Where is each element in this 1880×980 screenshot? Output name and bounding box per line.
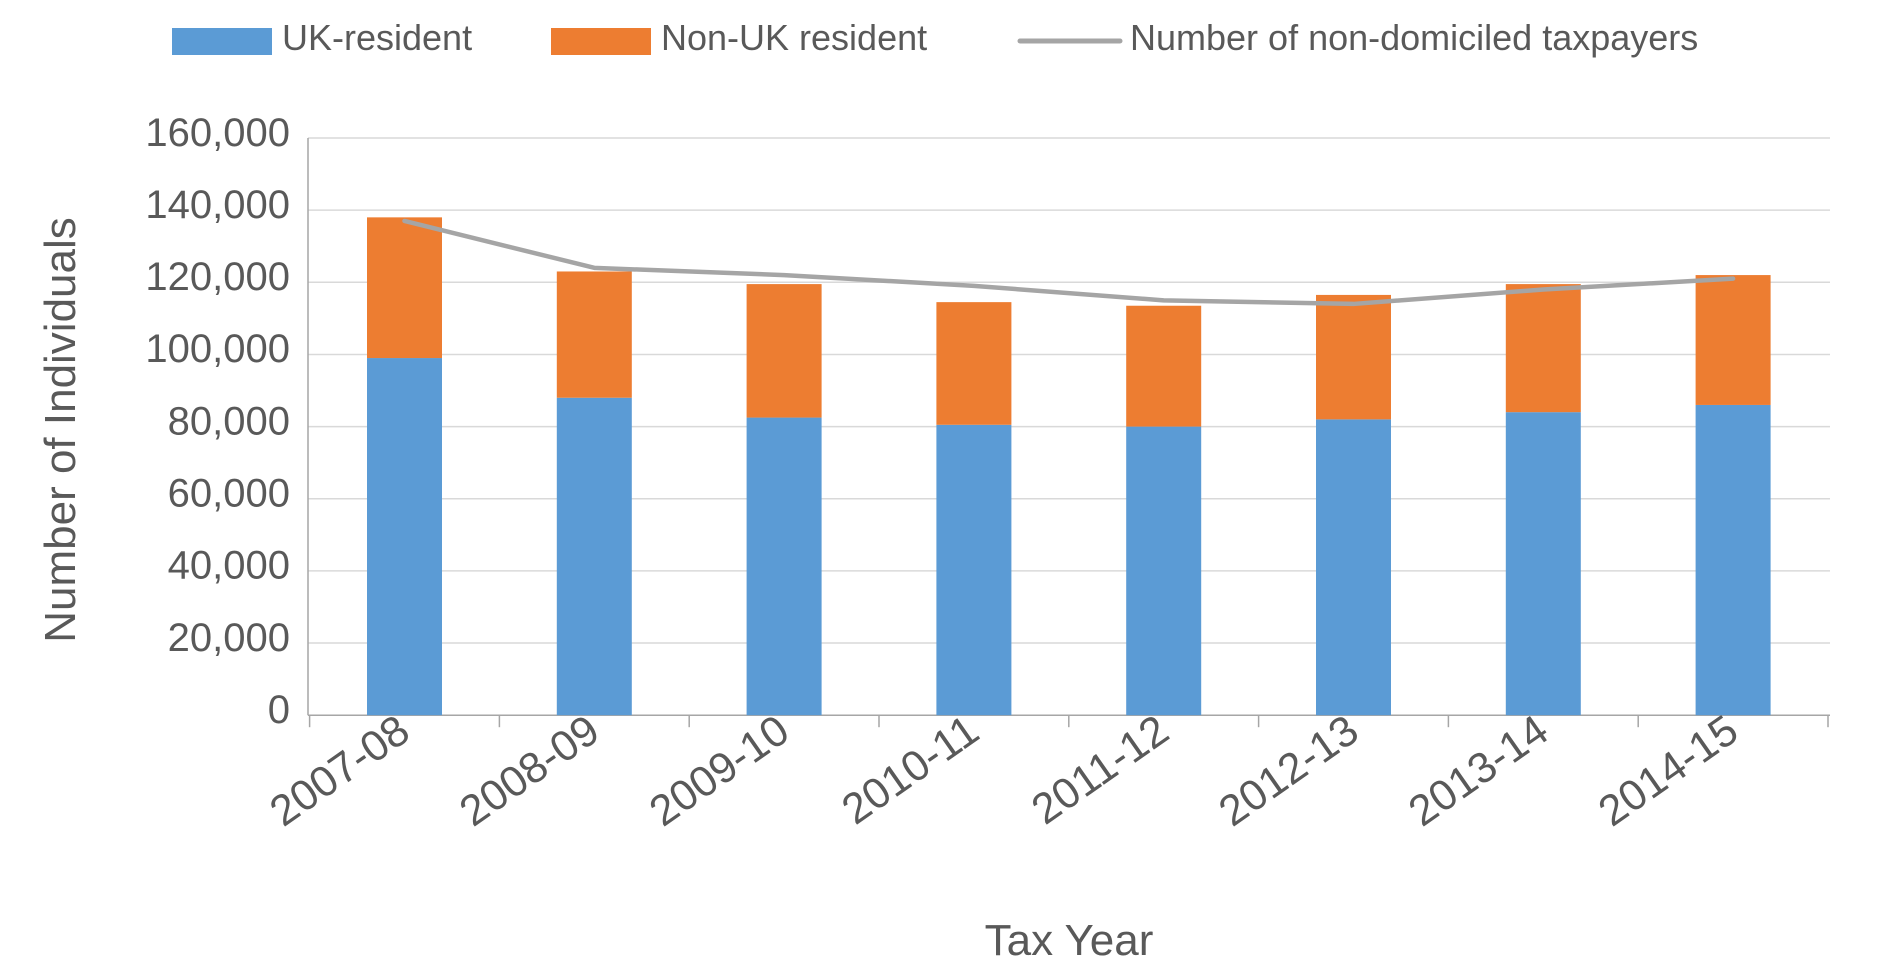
svg-text:Number of non-domiciled taxpay: Number of non-domiciled taxpayers [1130, 17, 1698, 58]
svg-text:140,000: 140,000 [145, 183, 290, 227]
svg-text:60,000: 60,000 [168, 472, 290, 516]
svg-text:120,000: 120,000 [145, 255, 290, 299]
svg-text:Non-UK resident: Non-UK resident [661, 17, 927, 58]
svg-text:Number of Individuals: Number of Individuals [36, 217, 85, 643]
svg-text:UK-resident: UK-resident [282, 17, 472, 58]
svg-text:20,000: 20,000 [168, 616, 290, 660]
svg-text:40,000: 40,000 [168, 544, 290, 588]
svg-text:160,000: 160,000 [145, 111, 290, 155]
svg-text:100,000: 100,000 [145, 327, 290, 371]
svg-text:Tax Year: Tax Year [985, 916, 1154, 965]
svg-text:0: 0 [268, 688, 290, 732]
svg-text:80,000: 80,000 [168, 399, 290, 443]
